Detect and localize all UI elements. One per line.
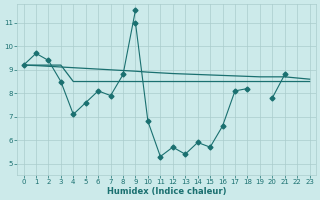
X-axis label: Humidex (Indice chaleur): Humidex (Indice chaleur): [107, 187, 226, 196]
